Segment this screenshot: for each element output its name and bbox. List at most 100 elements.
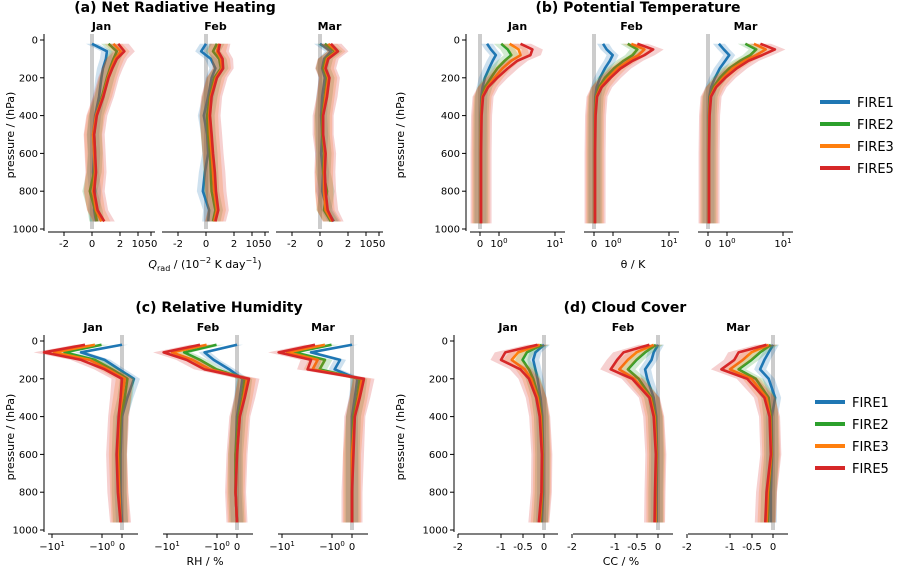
line-fire5 xyxy=(42,343,124,523)
legend-label-fire2: FIRE2 xyxy=(852,418,889,433)
x-tick-label: 101 xyxy=(660,237,677,250)
x-tick-label: −101 xyxy=(269,540,295,553)
band-fire2 xyxy=(620,344,665,523)
band-fire3 xyxy=(721,344,781,523)
y-tick-label: 400 xyxy=(441,111,460,122)
band-fire5 xyxy=(710,344,782,523)
month-label: Feb xyxy=(612,321,635,334)
y-tick-label: 1000 xyxy=(435,225,460,236)
band-fire1 xyxy=(75,344,140,523)
legend-label-fire3: FIRE3 xyxy=(857,140,894,155)
xlabel-a-var: Q xyxy=(148,258,157,271)
line-fire5 xyxy=(321,42,340,223)
y-tick-label: 600 xyxy=(429,450,448,461)
xlabel-a-sub: rad xyxy=(157,264,170,273)
x-tick-label: -0.5 xyxy=(742,542,762,553)
x-tick-label: 0 xyxy=(541,542,547,553)
month-label: Mar xyxy=(318,20,342,33)
month-label: Jan xyxy=(82,321,102,334)
line-fire5 xyxy=(162,343,251,523)
legend-label-fire5: FIRE5 xyxy=(857,162,894,177)
y-tick-label: 800 xyxy=(441,187,460,198)
band-fire3 xyxy=(45,344,134,523)
ylabel-d: pressure / (hPa) xyxy=(394,394,407,481)
x-tick-label: -2 xyxy=(173,239,183,250)
x-tick-label: −100 xyxy=(319,540,345,553)
x-tick-label: 10 xyxy=(360,239,373,250)
x-tick-label: 0 xyxy=(477,239,483,250)
xlabel-b: θ / K xyxy=(621,258,646,271)
line-fire5 xyxy=(707,42,777,224)
y-tick-label: 600 xyxy=(19,450,38,461)
x-tick-label: −100 xyxy=(204,540,230,553)
x-tick-label: 100 xyxy=(604,237,621,250)
x-tick-label: 0 xyxy=(591,239,597,250)
x-tick-label: −101 xyxy=(154,540,180,553)
line-fire5 xyxy=(479,42,534,224)
x-tick-label: 101 xyxy=(774,237,791,250)
x-tick-label: 0 xyxy=(705,239,711,250)
x-tick-label: 50 xyxy=(373,239,386,250)
band-fire5 xyxy=(600,344,667,523)
x-tick-label: 50 xyxy=(145,239,158,250)
line-fire5 xyxy=(593,42,655,224)
band-fire1 xyxy=(314,43,340,222)
legend-label-fire2: FIRE2 xyxy=(857,118,894,133)
x-tick-label: 0 xyxy=(317,239,323,250)
ylabel-b: pressure / (hPa) xyxy=(394,92,407,179)
y-tick-label: 0 xyxy=(32,36,38,47)
line-fire1 xyxy=(79,343,136,523)
x-tick-label: -0.5 xyxy=(627,542,647,553)
band-fire5 xyxy=(268,344,375,523)
x-tick-label: 0 xyxy=(234,542,240,553)
x-tick-label: 100 xyxy=(490,237,507,250)
band-fire3 xyxy=(585,43,654,224)
y-tick-label: 1000 xyxy=(13,526,38,537)
xlabel-a-sup: −2 xyxy=(199,256,211,265)
line-fire5 xyxy=(277,343,366,523)
xlabel-a-mid: / (10 xyxy=(170,258,199,271)
line-fire5 xyxy=(720,343,773,523)
line-fire1 xyxy=(199,43,217,222)
month-label: Feb xyxy=(204,20,227,33)
month-label: Mar xyxy=(726,321,750,334)
x-tick-label: −100 xyxy=(89,540,115,553)
band-fire3 xyxy=(610,344,666,523)
xlabel-a-post: K day xyxy=(211,258,246,271)
month-label: Jan xyxy=(91,20,111,33)
x-tick-label: 100 xyxy=(718,237,735,250)
y-tick-label: 200 xyxy=(441,73,460,84)
band-fire5 xyxy=(33,344,133,523)
x-tick-label: -1 xyxy=(610,542,620,553)
x-tick-label: -2 xyxy=(59,239,69,250)
line-fire5 xyxy=(499,343,544,523)
xlabel-a-end: ) xyxy=(257,258,261,271)
x-tick-label: -0.5 xyxy=(513,542,533,553)
xlabel-a: Qrad / (10−2 K day−1) xyxy=(148,256,261,273)
x-tick-label: 0 xyxy=(119,542,125,553)
y-tick-label: 800 xyxy=(429,488,448,499)
band-fire2 xyxy=(199,43,229,222)
band-fire2 xyxy=(314,43,343,222)
band-fire2 xyxy=(701,43,764,224)
x-tick-label: 50 xyxy=(259,239,272,250)
band-fire5 xyxy=(698,43,786,224)
y-tick-label: 800 xyxy=(19,488,38,499)
month-label: Jan xyxy=(497,321,517,334)
band-fire3 xyxy=(278,344,371,523)
y-tick-label: 400 xyxy=(19,111,38,122)
band-fire1 xyxy=(305,344,364,523)
y-tick-label: 800 xyxy=(19,187,38,198)
x-tick-label: 0 xyxy=(770,542,776,553)
title-d: (d) Cloud Cover xyxy=(564,300,687,316)
x-tick-label: 10 xyxy=(132,239,145,250)
chart-3: 0 200 400 600 800 1000 Jan -2 -1 -0.5 0 Feb -2 -1 -0.5… xyxy=(423,321,788,553)
y-tick-label: 0 xyxy=(454,36,460,47)
y-tick-label: 600 xyxy=(19,149,38,160)
x-tick-label: 0 xyxy=(203,239,209,250)
band-fire5 xyxy=(153,344,260,523)
x-tick-label: -1 xyxy=(496,542,506,553)
